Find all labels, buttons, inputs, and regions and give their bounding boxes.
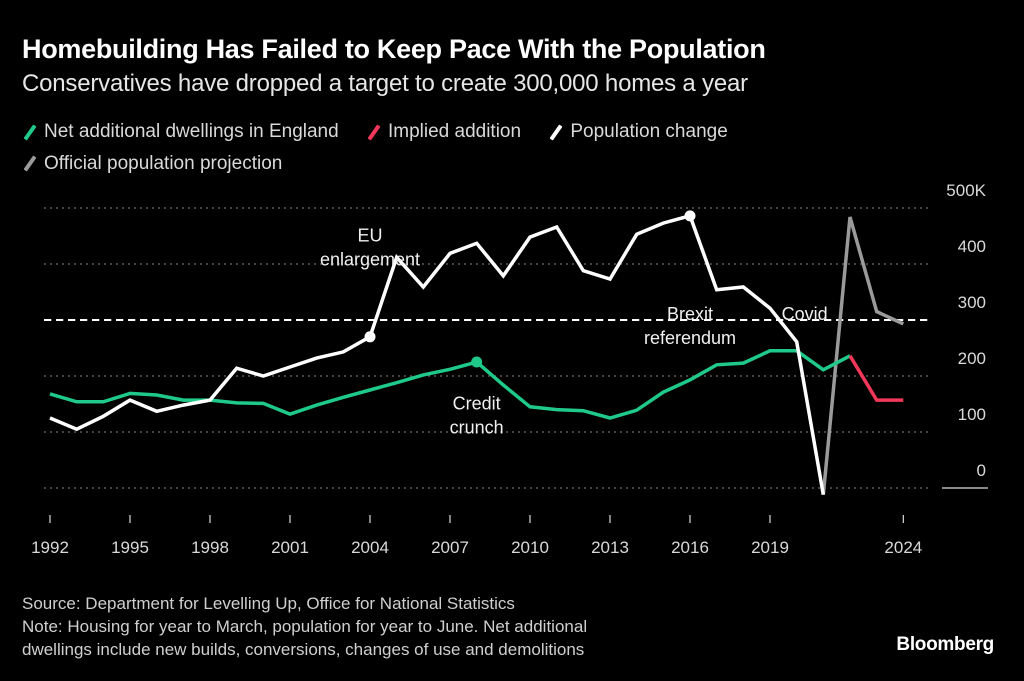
y-tick-label: 100 — [958, 405, 986, 424]
chart-title: Homebuilding Has Failed to Keep Pace Wit… — [22, 34, 766, 64]
x-tick-label: 2001 — [271, 538, 309, 557]
annotation-label: Brexit referendum — [644, 304, 736, 348]
annotation-label: Credit crunch — [450, 394, 504, 438]
gridlines — [44, 207, 930, 489]
data-point-marker — [471, 356, 483, 368]
chart-subtitle: Conservatives have dropped a target to c… — [22, 70, 748, 97]
x-tick-label: 2024 — [884, 538, 922, 557]
annotation-line: Covid — [782, 304, 828, 324]
annotation-label: EU enlargement — [320, 226, 420, 270]
data-point-marker — [684, 210, 696, 222]
series-lines — [49, 213, 905, 495]
y-tick-label: 0 — [977, 461, 986, 480]
annotation-line: referendum — [644, 328, 736, 348]
x-tick-label: 2016 — [671, 538, 709, 557]
x-axis: 1992 1995 1998 2001 2004 2007 2010 2013 2016 2019… — [31, 515, 922, 557]
legend-item-implied-addition: Implied addition — [366, 118, 521, 146]
y-tick-label: 400 — [958, 237, 986, 256]
x-tick-label: 1998 — [191, 538, 229, 557]
x-tick-label: 2013 — [591, 538, 629, 557]
annotation-line: Brexit — [667, 304, 713, 324]
x-tick-label: 2004 — [351, 538, 389, 557]
x-tick-label: 2007 — [431, 538, 469, 557]
annotation-line: crunch — [450, 418, 504, 438]
legend-item-net-dwellings: Net additional dwellings in England — [22, 118, 339, 146]
note-line-2: dwellings include new builds, conversion… — [22, 640, 585, 659]
annotation-line: Credit — [453, 394, 501, 414]
legend-label: Official population projection — [44, 152, 283, 174]
y-tick-label: 500K — [946, 181, 986, 200]
markers — [364, 210, 696, 368]
x-tick-label: 2010 — [511, 538, 549, 557]
series-line-population-change — [49, 213, 826, 495]
legend-label: Implied addition — [387, 121, 522, 142]
legend-swatch-green-icon — [23, 123, 37, 141]
data-point-marker — [364, 331, 376, 343]
legend-item-population-projection: Official population projection — [22, 150, 282, 178]
y-tick-label: 300 — [958, 293, 986, 312]
x-tick-label: 1995 — [111, 538, 149, 557]
series-line-net-additional-dwellings-in-england — [49, 349, 851, 420]
annotation-line: enlargement — [320, 250, 420, 270]
bloomberg-logo: Bloomberg — [896, 634, 994, 655]
annotation-line: EU — [357, 226, 382, 246]
legend-label: Population change — [570, 121, 728, 142]
annotations: EU enlargement Credit crunch Brexit referendu… — [320, 226, 828, 438]
legend-swatch-red-icon — [367, 123, 381, 141]
x-tick-label: 1992 — [31, 538, 69, 557]
y-axis: 0 100 200 300 400 500K — [942, 181, 988, 489]
source-note: Source: Department for Levelling Up, Off… — [22, 594, 515, 613]
legend: Net additional dwellings in England Impl… — [22, 118, 922, 181]
annotation-label: Covid — [782, 304, 828, 324]
y-tick-label: 200 — [958, 349, 986, 368]
footer: Source: Department for Levelling Up, Off… — [22, 592, 587, 661]
x-tick-label: 2019 — [751, 538, 789, 557]
legend-swatch-white-icon — [549, 123, 563, 141]
legend-item-population-change: Population change — [548, 118, 728, 146]
line-chart: 0 100 200 300 400 500K 1992 1995 1998 2001 2004 20… — [31, 181, 988, 557]
legend-label: Net additional dwellings in England — [44, 121, 339, 142]
note-line-1: Note: Housing for year to March, populat… — [22, 617, 588, 636]
series-line-official-population-projection — [821, 216, 905, 495]
series-line-implied-addition — [848, 354, 904, 402]
